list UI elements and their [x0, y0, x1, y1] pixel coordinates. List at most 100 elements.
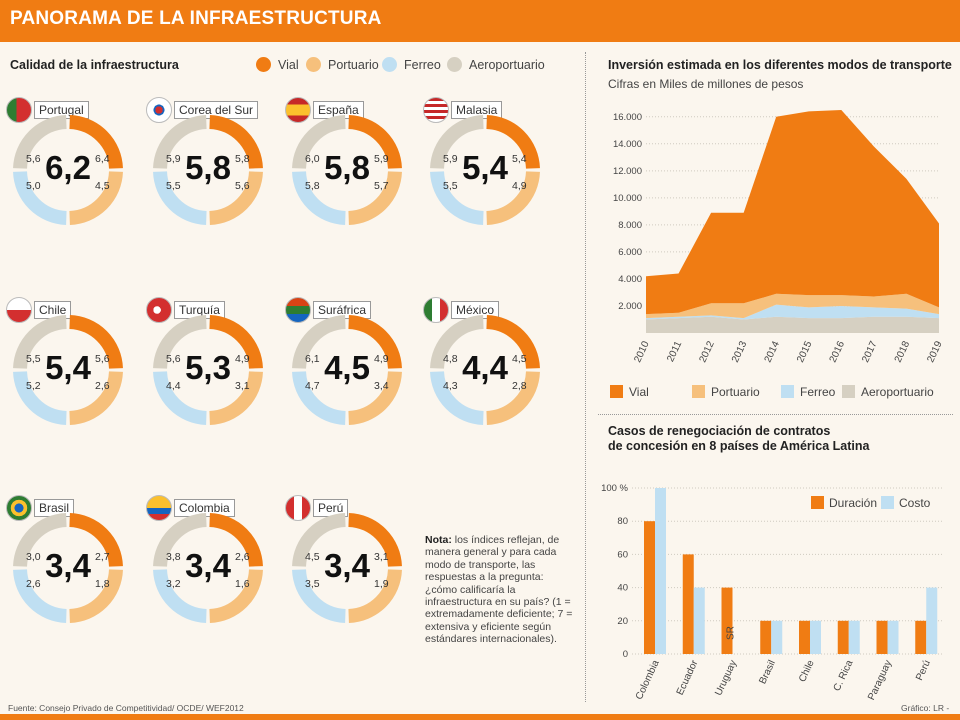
portuario-value: 3,4: [374, 380, 389, 392]
bar-legend-swatch: [811, 496, 824, 509]
overall-score: 3,4: [324, 547, 370, 584]
portuario-value: 1,8: [95, 578, 110, 590]
flag-icon: [6, 297, 32, 323]
area-legend-item: Ferreo: [781, 385, 836, 399]
vial-arc: [209, 513, 263, 567]
y-tick-label: 60: [617, 549, 628, 560]
country-label: Turquía: [146, 297, 225, 323]
x-tick-label: 2019: [925, 339, 945, 364]
methodology-note: Nota: los índices reflejan, de manera ge…: [425, 534, 575, 646]
duracion-bar: [876, 620, 888, 654]
x-tick-label: 2010: [632, 339, 652, 364]
y-tick-label: 16.000: [613, 112, 642, 123]
portuario-arc: [348, 569, 402, 623]
aeroportuario-arc: [13, 315, 67, 369]
country-name: Perú: [313, 499, 349, 517]
vial-value: 5,9: [374, 153, 389, 165]
vial-arc: [69, 115, 123, 169]
overall-score: 5,8: [185, 149, 231, 186]
vial-arc: [348, 115, 402, 169]
ferreo-value: 4,4: [166, 380, 181, 392]
donut-chart: [153, 115, 263, 225]
ferreo-value: 3,2: [166, 578, 181, 590]
flag-icon: [285, 495, 311, 521]
donut-chart: [430, 115, 540, 225]
portuario-value: 4,5: [95, 180, 110, 192]
aeroportuario-arc: [430, 115, 484, 169]
portuario-arc: [209, 171, 263, 225]
area-legend-label: Vial: [629, 385, 649, 399]
legend-ferreo: Ferreo: [382, 57, 441, 72]
overall-score: 3,4: [45, 547, 91, 584]
costo-bar: [810, 620, 821, 654]
ferreo-arc: [430, 171, 484, 225]
donut-chart: [292, 513, 402, 623]
aeroportuario-arc: [13, 513, 67, 567]
vial-value: 4,9: [235, 353, 250, 365]
country-label: Chile: [6, 297, 72, 323]
ferreo-value: 2,6: [26, 578, 41, 590]
donut-chart: [13, 315, 123, 425]
category-label: Perú: [914, 659, 933, 683]
area-legend-label: Portuario: [711, 385, 760, 399]
area-legend-label: Ferreo: [800, 385, 836, 399]
overall-score: 5,4: [45, 349, 91, 386]
aeroportuario-arc: [430, 315, 484, 369]
duracion-bar: [915, 620, 927, 654]
legend-aeroportuario: Aeroportuario: [447, 57, 545, 72]
y-tick-label: 0: [623, 649, 628, 660]
overall-score: 3,4: [185, 547, 231, 584]
vial-value: 4,5: [512, 353, 527, 365]
overall-score: 4,5: [324, 349, 370, 386]
country-label: Brasil: [6, 495, 75, 521]
bar-legend-label: Duración: [829, 496, 877, 510]
legend-portuario-label: Portuario: [328, 57, 379, 72]
bar-legend-label: Costo: [899, 496, 931, 510]
portuario-value: 3,1: [235, 380, 250, 392]
portuario-arc: [209, 371, 263, 425]
costo-bar: [655, 488, 666, 654]
portuario-arc: [486, 171, 540, 225]
x-tick-label: 2013: [730, 339, 750, 364]
category-label: Ecuador: [675, 658, 701, 697]
overall-score: 5,8: [324, 149, 370, 186]
legend-vial-label: Vial: [278, 57, 299, 72]
donut-chart: [153, 315, 263, 425]
duracion-bar: [799, 620, 810, 654]
x-tick-label: 2017: [860, 339, 880, 364]
page-title: PANORAMA DE LA INFRAESTRUCTURA: [10, 8, 382, 29]
y-tick-label: 10.000: [613, 193, 642, 204]
flag-icon: [423, 297, 449, 323]
vial-value: 5,4: [512, 153, 527, 165]
country-name: Malasia: [451, 101, 503, 119]
aero-value: 6,0: [305, 153, 320, 165]
flag-icon: [146, 97, 172, 123]
area-chart: 2.000 4.000 6.000 8.000 10.000 12.000 14.000 16…: [610, 110, 945, 399]
area-chart-subtitle: Cifras en Miles de millones de pesos: [608, 77, 804, 91]
vial-arc: [348, 513, 402, 567]
x-tick-label: 2015: [795, 339, 815, 364]
ferreo-value: 4,3: [443, 380, 458, 392]
note-bold: Nota:: [425, 534, 452, 546]
vial-arc: [209, 115, 263, 169]
aero-value: 5,6: [166, 353, 181, 365]
vial-arc: [209, 315, 263, 369]
country-label: Suráfrica: [285, 297, 372, 323]
country-name: Brasil: [34, 499, 75, 517]
bar-legend-item: Costo: [881, 496, 931, 510]
donut-chart: [13, 513, 123, 623]
x-tick-label: 2016: [828, 339, 848, 364]
source-note: Fuente: Consejo Privado de Competitivida…: [8, 703, 244, 713]
duracion-bar: [760, 620, 772, 654]
legend-vial-swatch: [256, 57, 271, 72]
portuario-value: 2,8: [512, 380, 527, 392]
legend-ferreo-label: Ferreo: [404, 57, 441, 72]
flag-icon: [146, 297, 172, 323]
legend-vial: Vial: [256, 57, 299, 72]
ferreo-area: [646, 304, 939, 320]
y-tick-label: 4.000: [618, 274, 642, 285]
aero-value: 4,8: [443, 353, 458, 365]
x-tick-label: 2014: [763, 339, 783, 364]
area-legend-swatch: [842, 385, 855, 398]
